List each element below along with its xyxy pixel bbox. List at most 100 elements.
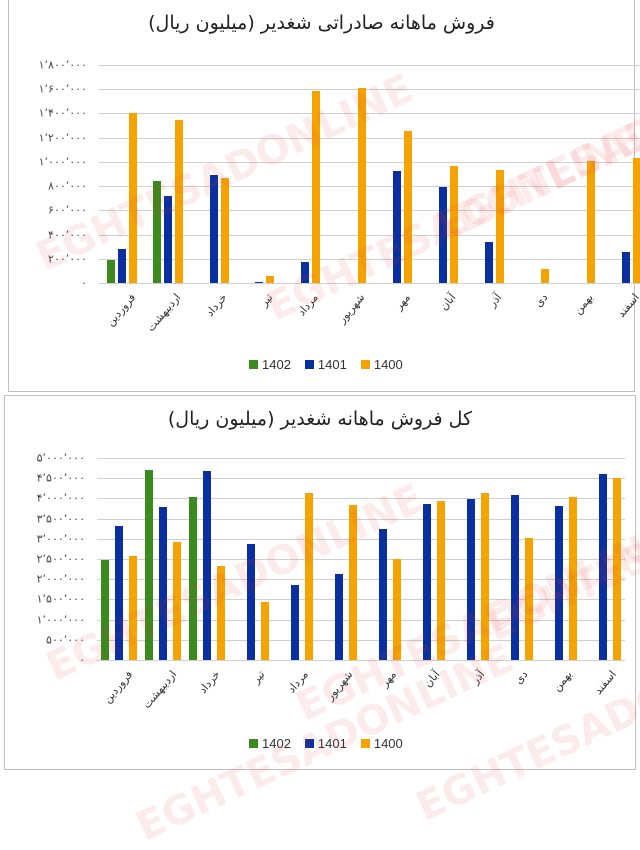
bar-1400 <box>495 169 504 283</box>
x-tick-label: اسفند <box>591 668 619 697</box>
x-tick-label: خرداد <box>203 291 230 320</box>
bar-1400 <box>261 601 269 660</box>
bar-1401 <box>209 175 218 283</box>
gridline <box>97 458 625 459</box>
bar-1400 <box>613 478 621 660</box>
gridline <box>97 639 625 641</box>
bar-1400 <box>569 497 577 660</box>
legend-swatch <box>304 739 314 748</box>
bar-1400 <box>128 113 137 283</box>
legend-swatch <box>360 360 370 369</box>
gridline <box>99 113 640 115</box>
bar-1402 <box>189 497 197 660</box>
bar-1401 <box>117 249 126 283</box>
gridline <box>99 234 640 236</box>
legend-swatch <box>249 360 258 369</box>
x-tick-label: مهر <box>378 668 399 690</box>
y-tick-label: ۴۰۰٬۰۰۰ <box>48 228 87 242</box>
bar-1401 <box>423 504 431 660</box>
y-tick-label: ۲٬۰۰۰٬۰۰۰ <box>36 572 85 586</box>
bar-1401 <box>467 498 475 660</box>
bar-1401 <box>301 262 310 283</box>
bar-1400 <box>349 504 357 660</box>
y-tick-label: ۴٬۰۰۰٬۰۰۰ <box>36 491 85 505</box>
legend-label: 1400 <box>373 736 403 751</box>
bar-1401 <box>159 506 167 660</box>
plot-area: ۰ ۵۰۰٬۰۰۰ ۱٬۰۰۰٬۰۰۰ ۱٬۵۰۰٬۰۰۰ ۲٬۰۰۰٬۰۰۰ ۲٬۵۰۰… <box>37 452 625 711</box>
gridline <box>97 538 625 540</box>
legend-swatch <box>360 739 370 748</box>
gridline <box>99 137 640 139</box>
bar-1400 <box>525 538 533 660</box>
legend: 1402 1401 1400 <box>249 357 403 372</box>
gridline <box>97 579 625 581</box>
gridline <box>97 478 625 480</box>
legend-item-1401: 1401 <box>304 357 347 372</box>
legend-item-1400: 1400 <box>360 736 403 751</box>
y-tick-label: ۸۰۰٬۰۰۰ <box>48 179 87 193</box>
y-tick-label: ۴٬۵۰۰٬۰۰۰ <box>36 471 85 485</box>
x-tick-label: دی <box>531 291 551 310</box>
y-tick-label: ۲٬۵۰۰٬۰۰۰ <box>36 552 85 566</box>
legend-label: 1402 <box>262 357 291 372</box>
legend-label: 1402 <box>262 736 291 751</box>
legend-swatch <box>304 360 314 369</box>
x-tick-label: فروردین <box>100 668 135 706</box>
bar-1400 <box>174 119 183 283</box>
bar-1402 <box>152 181 161 283</box>
legend-item-1400: 1400 <box>360 357 403 372</box>
bar-1400 <box>173 542 181 660</box>
total-sales-chart-panel: کل فروش ماهانه شغدیر (میلیون ریال) ۰ ۵۰۰٬… <box>4 395 636 770</box>
x-tick-label: آذر <box>468 668 487 687</box>
y-tick-label: ۰ <box>81 276 87 290</box>
bar-1400 <box>312 91 321 283</box>
bar-1400 <box>437 500 445 660</box>
bar-1402 <box>145 470 153 660</box>
x-tick-label: بهمن <box>550 668 575 694</box>
y-tick-label: ۲۰۰٬۰۰۰ <box>48 252 87 266</box>
legend-item-1402: 1402 <box>249 736 291 751</box>
bar-1401 <box>255 281 264 283</box>
bar-1401 <box>115 525 123 660</box>
y-tick-label: ۱٬۶۰۰٬۰۰۰ <box>38 82 87 96</box>
x-tick-label: بهمن <box>571 291 597 317</box>
x-tick-label: خرداد <box>196 668 223 697</box>
x-tick-label: شهریور <box>322 668 355 703</box>
x-tick-label: مرداد <box>295 291 322 319</box>
x-tick-label: شهریور <box>334 291 368 326</box>
gridline <box>99 258 640 260</box>
legend-item-1402: 1402 <box>249 357 291 372</box>
bar-1401 <box>622 252 631 283</box>
bar-1401 <box>247 544 255 660</box>
x-tick-label: دی <box>512 668 531 687</box>
x-tick-label: آبان <box>421 668 443 690</box>
bar-1400 <box>481 493 489 660</box>
x-tick-label: تیر <box>248 668 267 686</box>
gridline <box>99 210 640 212</box>
legend-label: 1401 <box>317 357 347 372</box>
gridline <box>97 518 625 520</box>
gridline <box>99 283 640 284</box>
bar-1401 <box>291 584 299 660</box>
x-tick-label: اسفند <box>614 291 640 320</box>
legend: 1402 1401 1400 <box>249 736 403 751</box>
x-tick-label: مهر <box>391 291 413 313</box>
bar-1400 <box>217 565 225 660</box>
bar-1400 <box>358 88 367 283</box>
y-tick-label: ۳٬۰۰۰٬۰۰۰ <box>36 532 85 546</box>
export-sales-chart-panel: فروش ماهانه صادراتی شغدیر (میلیون ریال) … <box>8 0 640 392</box>
y-tick-label: ۱٬۵۰۰٬۰۰۰ <box>36 592 85 606</box>
bar-1400 <box>403 131 412 283</box>
x-tick-label: اردیبهشت <box>139 668 179 712</box>
gridline <box>99 65 640 66</box>
y-tick-label: ۱٬۰۰۰٬۰۰۰ <box>36 613 85 627</box>
gridline <box>97 599 625 601</box>
x-tick-label: مرداد <box>285 668 311 696</box>
bar-1401 <box>438 186 447 283</box>
bar-1400 <box>587 160 596 283</box>
bar-1400 <box>305 493 313 660</box>
bar-1401 <box>599 474 607 660</box>
bar-1402 <box>106 260 115 283</box>
bar-1400 <box>220 177 229 283</box>
gridline <box>99 161 640 163</box>
